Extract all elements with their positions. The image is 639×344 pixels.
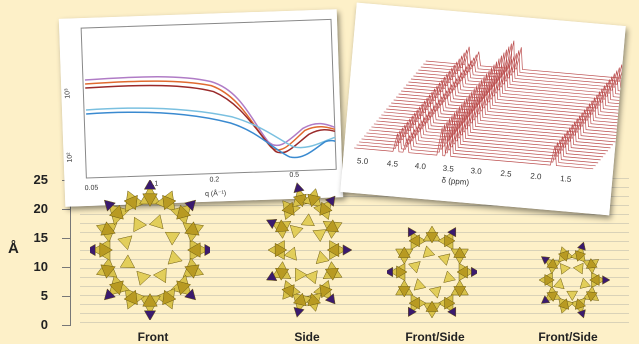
scale-tick-label: 20	[33, 201, 48, 216]
saxs-plot: 10³ 10² 0.05 0.1 0.2 0.5 q (Å⁻¹)	[58, 9, 344, 207]
nmr-xtick-label: 2.0	[530, 171, 542, 181]
saxs-ytick-label: 10²	[66, 152, 73, 163]
saxs-curve-purple	[84, 75, 336, 147]
saxs-plot-panel: 10³ 10² 0.05 0.1 0.2 0.5 q (Å⁻¹)	[58, 9, 344, 207]
structure-side	[265, 182, 352, 318]
saxs-xaxis-label: q (Å⁻¹)	[205, 188, 227, 198]
nmr-xtick-label: 5.0	[357, 156, 369, 166]
structure-front-large	[90, 180, 210, 320]
saxs-curve-blue	[86, 111, 336, 159]
scale-unit-label: Å	[8, 240, 19, 257]
saxs-xtick-label: 0.1	[149, 181, 159, 188]
scale-tick-label: 10	[33, 259, 48, 274]
saxs-xtick-label: 0.2	[209, 176, 219, 183]
saxs-ytick-label: 10³	[64, 88, 71, 99]
nmr-xtick-label: 1.5	[560, 174, 572, 184]
nmr-xtick-label: 4.0	[414, 161, 426, 171]
nmr-spectra: 5.0 4.5 4.0 3.5 3.0 2.5 2.0 1.5 δ (ppm)	[340, 2, 639, 216]
structure-label-front-side: Front/Side	[405, 330, 465, 344]
scale-tick-label: 5	[40, 288, 48, 303]
scale-axis-line	[70, 176, 71, 326]
scale-tick-label: 15	[33, 230, 48, 245]
structure-front-side-medium	[387, 225, 477, 319]
structure-front-side-small	[538, 241, 610, 319]
nmr-xaxis-label: δ (ppm)	[441, 176, 470, 187]
structure-label-side: Side	[294, 330, 320, 344]
saxs-xtick-label: 0.5	[289, 172, 299, 179]
structure-label-front: Front	[137, 330, 169, 344]
saxs-xtick-label: 0.05	[85, 185, 99, 192]
saxs-curve-lightblue	[85, 107, 336, 149]
nmr-xtick-label: 2.5	[500, 169, 512, 179]
scale-tick-label: 25	[33, 172, 48, 187]
nmr-xtick-label: 4.5	[387, 159, 399, 169]
nmr-spectra-panel: 5.0 4.5 4.0 3.5 3.0 2.5 2.0 1.5 δ (ppm)	[340, 2, 639, 216]
nmr-xtick-label: 3.5	[442, 164, 454, 174]
nmr-xtick-label: 3.0	[470, 166, 482, 176]
structure-label-front-side-2: Front/Side	[538, 330, 598, 344]
scale-tick-label: 0	[40, 317, 48, 332]
